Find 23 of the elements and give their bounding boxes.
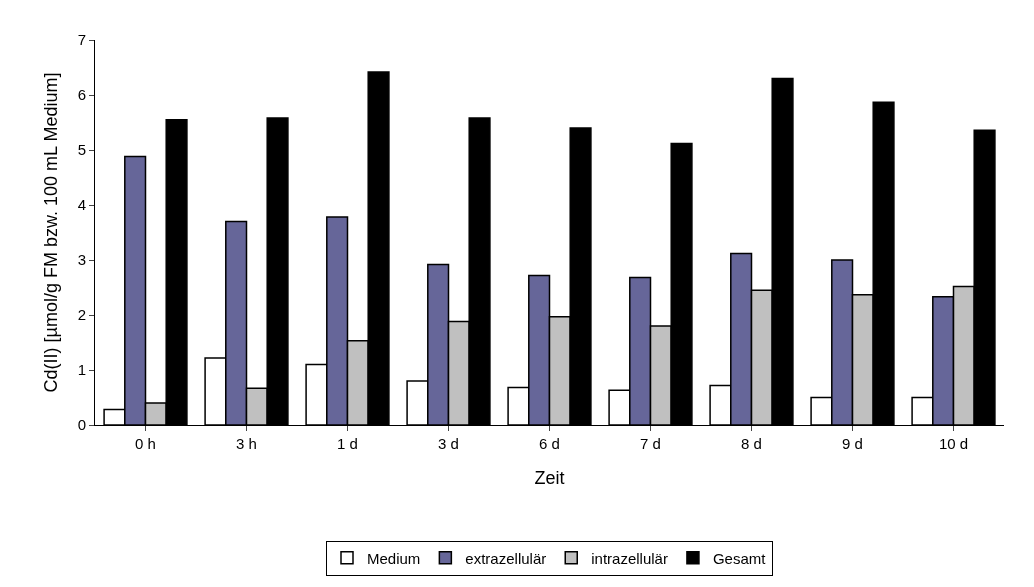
x-tick-label: 1 d [337, 435, 358, 452]
y-tick-label: 1 [77, 361, 86, 379]
y-tick-label: 6 [77, 86, 86, 104]
x-tick-label: 8 d [741, 435, 762, 452]
x-tick-label: 3 d [438, 435, 459, 452]
x-tick-label: 10 d [938, 435, 969, 452]
y-tick-label: 2 [77, 306, 86, 324]
y-tick-label: 0 [77, 416, 86, 434]
y-tick-label: 4 [77, 196, 86, 214]
y-tick-label: 7 [77, 31, 86, 49]
x-tick-label: 3 h [236, 435, 257, 452]
x-tick-label: 0 h [135, 435, 156, 452]
legend-label: intrazellulär [591, 549, 668, 567]
y-axis-title: Cd(II) [µmol/g FM bzw. 100 mL Medium] [40, 72, 61, 393]
x-axis-title: Zeit [534, 468, 565, 489]
x-tick-label: 9 d [842, 435, 863, 452]
legend-label: Gesamt [712, 549, 767, 567]
x-tick-label: 7 d [640, 435, 661, 452]
legend-label: extrazellulär [465, 549, 547, 567]
legend-label: Medium [367, 549, 421, 567]
y-tick-label: 5 [77, 141, 86, 159]
y-tick-label: 3 [77, 251, 86, 269]
x-tick-label: 6 d [539, 435, 560, 452]
